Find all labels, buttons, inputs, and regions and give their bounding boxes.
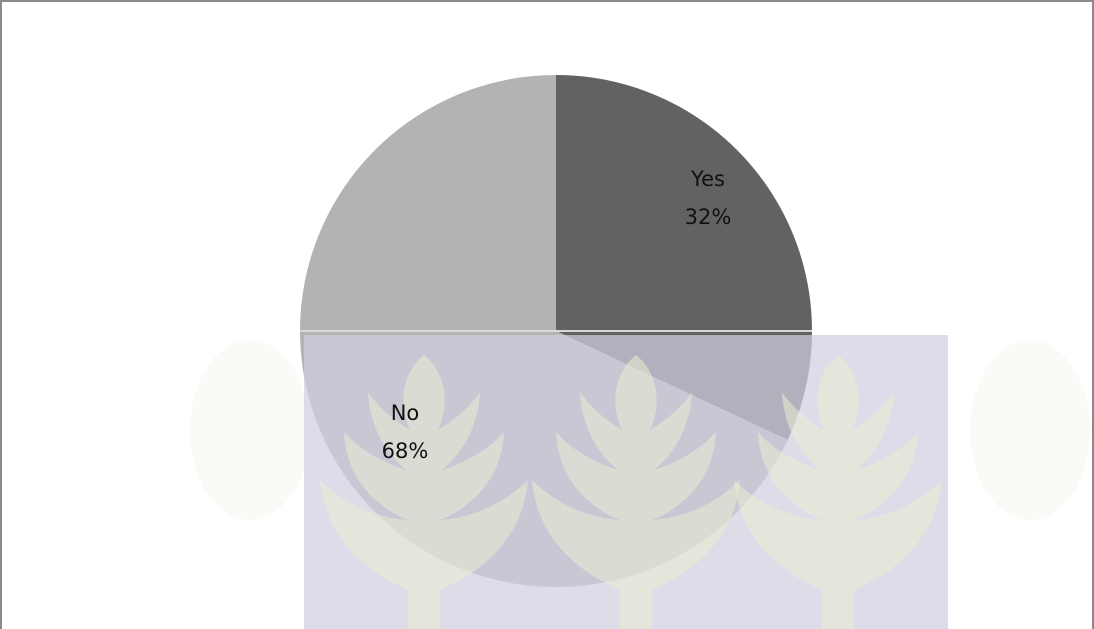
slice-label-no: No bbox=[391, 401, 420, 425]
watermark-halo-1 bbox=[190, 340, 310, 520]
watermark-logo bbox=[190, 335, 1090, 629]
watermark-leaf-3 bbox=[734, 355, 942, 629]
slice-label-yes: Yes bbox=[690, 167, 725, 191]
data-labels: Yes 32% No 68% bbox=[382, 167, 732, 463]
watermark-leaf-2 bbox=[532, 355, 740, 629]
slice-percent-no: 68% bbox=[382, 439, 429, 463]
watermark-halo-2 bbox=[970, 340, 1090, 520]
slice-percent-yes: 32% bbox=[685, 205, 732, 229]
watermark-leaf-1 bbox=[320, 355, 528, 629]
